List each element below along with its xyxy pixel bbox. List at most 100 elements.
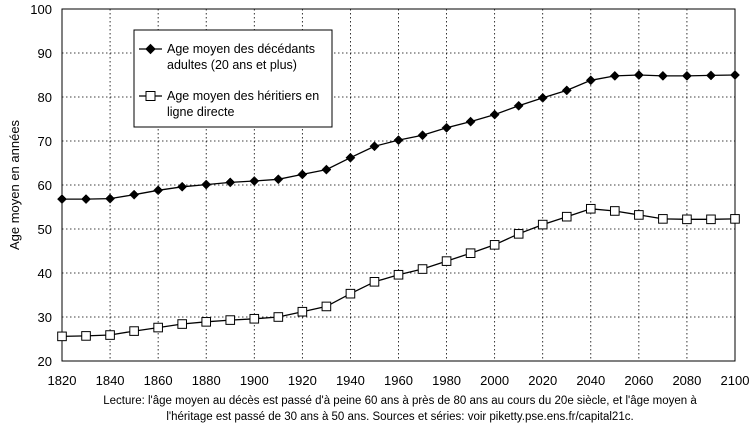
legend: Age moyen des décédants adultes (20 ans … <box>133 29 333 128</box>
legend-box <box>133 29 333 128</box>
data-point-square <box>730 214 740 224</box>
data-point-diamond <box>537 92 548 103</box>
y-tick-label: 20 <box>38 354 52 369</box>
data-point-diamond <box>297 169 308 180</box>
data-point-diamond <box>57 194 67 205</box>
x-tick-label: 1840 <box>96 373 125 388</box>
data-point-diamond <box>609 70 620 81</box>
data-point-diamond <box>633 70 644 80</box>
data-point-diamond <box>465 116 476 127</box>
chart-caption: Lecture: l'âge moyen au décès est passé … <box>30 393 754 425</box>
data-point-square <box>129 326 139 336</box>
data-point-diamond <box>489 109 500 120</box>
data-point-square <box>153 322 163 333</box>
x-tick-label: 1820 <box>48 373 77 388</box>
data-point-square <box>537 219 548 230</box>
data-point-diamond <box>201 179 212 190</box>
plot-frame <box>61 8 736 362</box>
data-point-diamond <box>369 141 380 152</box>
y-tick-label: 70 <box>38 134 52 149</box>
caption-line-1: Lecture: l'âge moyen au décès est passé … <box>103 395 697 407</box>
data-point-diamond <box>441 122 452 133</box>
legend-entry-heritiers: Age moyen des héritiers en ligne directe <box>139 89 319 119</box>
data-point-square <box>393 269 404 280</box>
data-point-diamond <box>81 194 91 205</box>
legend-label-decedants-line1: Age moyen des décédants <box>167 42 315 56</box>
data-point-diamond <box>561 85 572 96</box>
x-tick-label: 2020 <box>528 373 557 388</box>
data-point-diamond <box>177 181 188 192</box>
caption-line-2: l'héritage est passé de 30 ans à 50 ans.… <box>166 411 634 423</box>
data-point-square <box>57 331 67 342</box>
data-point-square <box>81 331 91 341</box>
x-tick-label: 2060 <box>624 373 653 388</box>
series-heritiers <box>57 203 740 342</box>
data-point-square <box>489 240 500 250</box>
data-point-square <box>345 288 356 299</box>
data-point-square <box>225 315 236 325</box>
data-point-diamond <box>273 174 284 185</box>
legend-label-heritiers-line2: ligne directe <box>167 105 234 119</box>
y-tick-label: 30 <box>38 310 52 325</box>
y-tick-label: 90 <box>38 46 52 61</box>
data-point-diamond <box>585 75 596 86</box>
y-tick-label: 50 <box>38 222 52 237</box>
data-point-diamond <box>417 130 428 141</box>
y-tick-label: 100 <box>30 2 52 17</box>
y-tick-label: 40 <box>38 266 52 281</box>
x-tick-label: 1960 <box>384 373 413 388</box>
x-tick-label: 2100 <box>721 373 750 388</box>
data-point-square <box>417 264 428 274</box>
y-axis-label: Age moyen en années <box>7 119 22 250</box>
data-point-square <box>561 211 572 222</box>
data-point-diamond <box>321 164 332 175</box>
legend-label-decedants-line2: adultes (20 ans et plus) <box>167 58 297 72</box>
data-point-diamond <box>249 176 260 186</box>
y-axis: 20 30 40 50 60 70 80 90 100 <box>30 2 52 369</box>
data-point-diamond <box>153 185 164 196</box>
legend-diamond-marker <box>145 43 156 55</box>
data-point-square <box>273 312 284 322</box>
data-point-diamond <box>513 100 524 111</box>
data-point-diamond <box>345 152 356 163</box>
data-point-diamond <box>393 135 404 146</box>
data-point-square <box>105 330 115 340</box>
data-point-square <box>682 214 692 225</box>
x-tick-label: 1880 <box>192 373 221 388</box>
x-axis: 1820 1840 1860 1880 1900 1920 1940 1960 1980 2000… <box>48 373 750 388</box>
x-tick-label: 2000 <box>480 373 509 388</box>
data-point-square <box>177 319 187 329</box>
legend-square-marker <box>145 91 156 101</box>
data-point-square <box>634 210 644 220</box>
data-point-square <box>441 256 452 266</box>
data-point-diamond <box>730 70 740 80</box>
legend-entry-decedants: Age moyen des décédants adultes (20 ans … <box>139 42 315 72</box>
data-point-square <box>610 206 620 216</box>
data-point-diamond <box>225 177 236 188</box>
x-tick-label: 1980 <box>432 373 461 388</box>
data-point-square <box>249 313 260 324</box>
x-tick-label: 1860 <box>144 373 173 388</box>
series-decedants <box>57 70 740 205</box>
data-point-diamond <box>105 193 116 204</box>
x-tick-label: 1900 <box>240 373 269 388</box>
data-point-diamond <box>681 70 692 81</box>
data-point-square <box>369 277 380 287</box>
y-tick-label: 60 <box>38 178 52 193</box>
x-tick-label: 2040 <box>576 373 605 388</box>
x-tick-label: 2080 <box>672 373 701 388</box>
data-point-square <box>658 214 668 224</box>
data-point-square <box>297 306 308 317</box>
data-point-diamond <box>657 70 668 81</box>
data-point-square <box>201 317 212 327</box>
data-point-square <box>513 229 524 239</box>
x-tick-label: 1920 <box>288 373 317 388</box>
data-point-diamond <box>706 70 716 81</box>
x-tick-label: 1940 <box>336 373 365 388</box>
data-point-square <box>321 301 332 312</box>
data-point-square <box>706 214 716 225</box>
y-tick-label: 80 <box>38 90 52 105</box>
data-point-square <box>465 248 476 258</box>
data-point-diamond <box>129 189 140 200</box>
series <box>57 70 740 342</box>
